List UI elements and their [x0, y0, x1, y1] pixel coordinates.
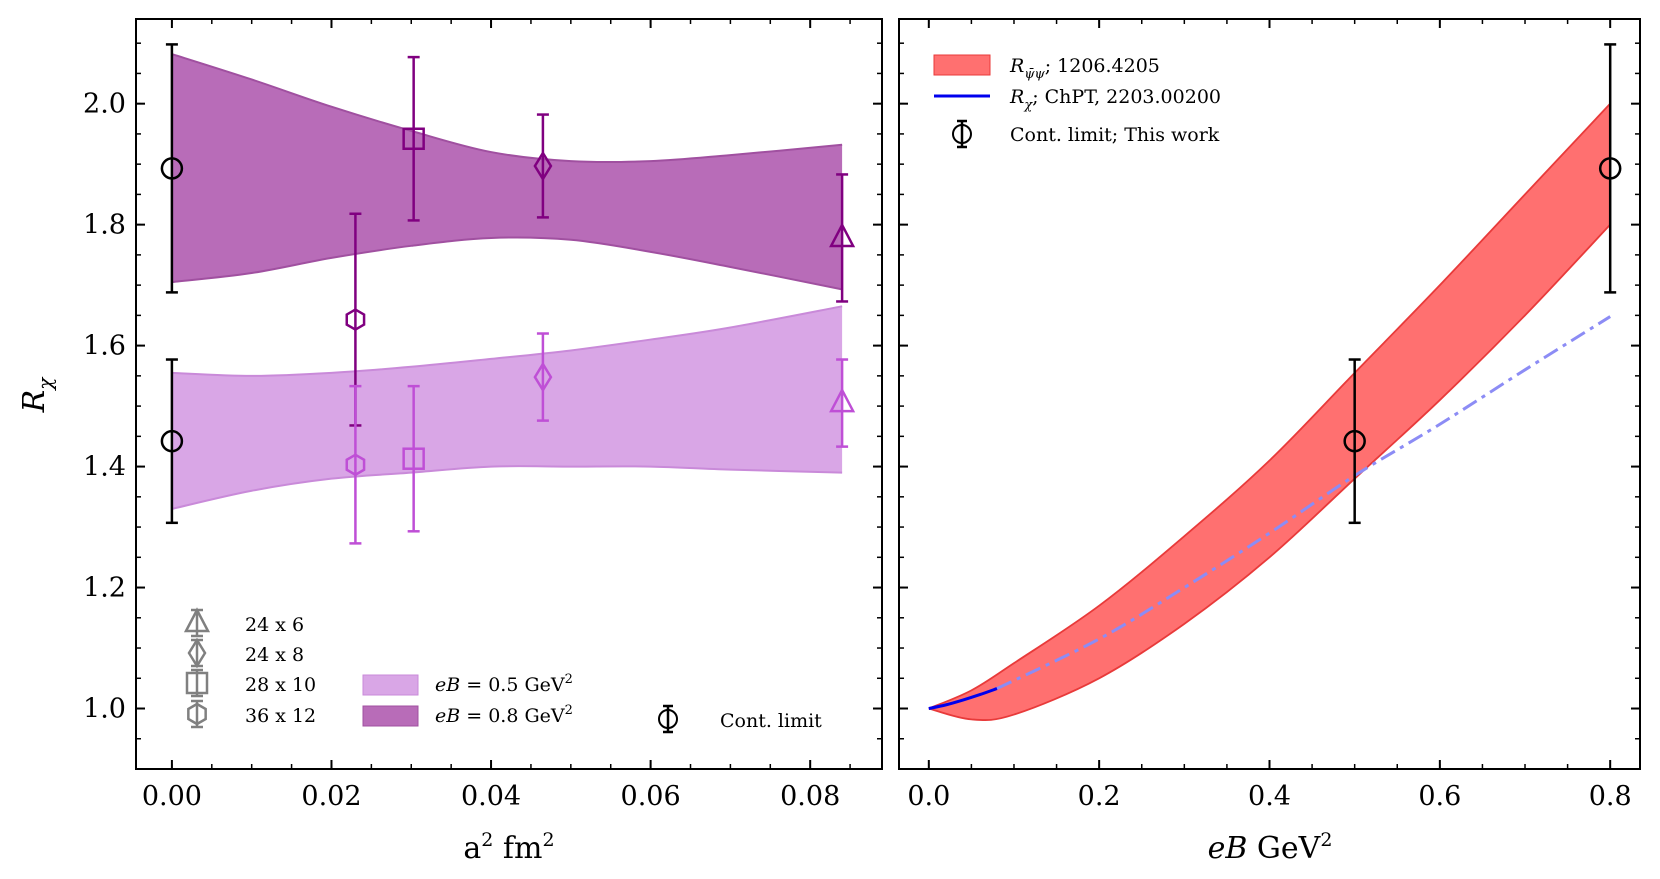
left-bands: [171, 53, 843, 510]
legend-band-swatch-08: [362, 705, 419, 727]
right-xtick-label: 0.6: [1418, 781, 1461, 812]
red-band: [928, 103, 1611, 721]
legend-marker-square: [185, 671, 209, 695]
data-point-triangle: [829, 222, 856, 248]
right-frame: [898, 18, 1641, 770]
left-xtick-label: 0.06: [621, 781, 681, 812]
left-legend: 24 x 6 24 x 8 28 x 10 36 x 12 eB = 0.5 G…: [183, 607, 822, 734]
left-x-axis-title: a2 fm2: [463, 829, 554, 866]
legend-marker-triangle: [183, 607, 211, 633]
chpt-solid-line: [928, 687, 998, 710]
left-y-axis-title: Rχ: [17, 376, 57, 414]
band-eB08: [171, 54, 843, 290]
left-ytick-label: 1.0: [83, 694, 126, 725]
left-xtick-label: 0.00: [142, 781, 202, 812]
errorbar-cont-limit: [1604, 43, 1617, 294]
legend-errorbar-diamond: [191, 638, 203, 668]
left-ticks: 0.00 0.02 0.04 0.06 0.08 1.0 1.2 1.4 1.6 1.8 2.0: [83, 19, 882, 812]
right-xtick-label: 0.4: [1248, 781, 1291, 812]
data-point-cont-limit: [1343, 429, 1366, 453]
red-band-edge: [928, 224, 1611, 722]
data-point-diamond: [533, 150, 553, 182]
legend-marker-hexagon: [187, 702, 207, 726]
left-ytick-label: 1.6: [83, 331, 126, 362]
right-xtick-label: 0.0: [907, 781, 950, 812]
legend-label-rchi: Rχ; ChPT, 2203.00200: [1009, 86, 1221, 113]
errorbar-square: [407, 384, 420, 533]
errorbar-circle: [165, 43, 178, 294]
legend-label-rpsipsi: Rψ̄ψ; 1206.4205: [1009, 55, 1160, 82]
errorbar-triangle: [836, 358, 849, 448]
left-ytick-label: 1.8: [83, 210, 126, 241]
chpt-extrapolation-line: [996, 315, 1611, 690]
right-legend: Rψ̄ψ; 1206.4205 Rχ; ChPT, 2203.00200 Con…: [933, 54, 1221, 149]
errorbar-cont-limit: [1348, 358, 1361, 525]
legend-label-cont-limit: Cont. limit: [720, 710, 822, 732]
right-x-axis-title: eB GeV2: [1208, 829, 1333, 866]
errorbar-circle: [165, 358, 178, 525]
legend-label-eB08: eB = 0.8 GeV2: [435, 703, 573, 727]
errorbar-triangle: [836, 173, 849, 303]
left-panel: 0.00 0.02 0.04 0.06 0.08 1.0 1.2 1.4 1.6 1.8 2.0 2…: [17, 18, 883, 866]
left-xtick-label: 0.04: [461, 781, 521, 812]
legend-label-28x10: 28 x 10: [245, 674, 316, 696]
left-ytick-label: 1.2: [83, 573, 126, 604]
errorbar-square: [407, 55, 420, 222]
left-points: [160, 43, 856, 545]
band-edge: [171, 53, 843, 164]
left-legend-markers: [183, 607, 211, 729]
errorbar-hexagon: [349, 384, 362, 545]
data-point-triangle: [829, 387, 856, 413]
left-frame: [135, 18, 883, 770]
right-lines: [928, 315, 1611, 710]
data-point-circle: [160, 429, 184, 453]
right-band: [928, 103, 1611, 722]
band-edge: [171, 236, 843, 291]
legend-cont-limit-marker: [658, 704, 678, 734]
legend-label-24x6: 24 x 6: [245, 614, 304, 636]
left-xtick-label: 0.02: [301, 781, 361, 812]
legend-errorbar-square: [191, 668, 203, 698]
legend-band-swatch-05: [362, 674, 419, 696]
left-ytick-label: 1.4: [83, 452, 126, 483]
left-xtick-label: 0.08: [780, 781, 840, 812]
legend-marker-diamond: [187, 637, 207, 669]
data-point-hexagon: [345, 308, 366, 332]
legend-label-eB05: eB = 0.5 GeV2: [435, 672, 573, 696]
red-band-edge: [928, 103, 1611, 710]
legend-label-this-work: Cont. limit; This work: [1010, 124, 1220, 146]
band-eB05: [171, 306, 843, 509]
band-edge: [171, 305, 843, 377]
right-points: [1343, 43, 1622, 525]
right-xtick-label: 0.8: [1589, 781, 1632, 812]
data-point-cont-limit: [1598, 157, 1622, 180]
legend-label-36x12: 36 x 12: [245, 705, 316, 727]
right-xtick-label: 0.2: [1078, 781, 1121, 812]
errorbar-diamond: [536, 332, 549, 422]
data-point-hexagon: [345, 453, 366, 477]
data-point-square: [402, 447, 425, 470]
band-edge: [171, 465, 843, 510]
right-panel: 0.0 0.2 0.4 0.6 0.8 Rψ̄ψ; 1206.4205 Rχ; ChPT…: [898, 18, 1641, 866]
data-point-diamond: [533, 361, 553, 393]
legend-label-24x8: 24 x 8: [245, 644, 304, 666]
legend-this-work-marker: [952, 119, 972, 149]
data-point-square: [402, 127, 425, 151]
errorbar-diamond: [536, 113, 549, 219]
legend-red-band-swatch: [933, 54, 991, 76]
data-point-circle: [160, 157, 184, 180]
left-ytick-label: 2.0: [83, 89, 126, 120]
